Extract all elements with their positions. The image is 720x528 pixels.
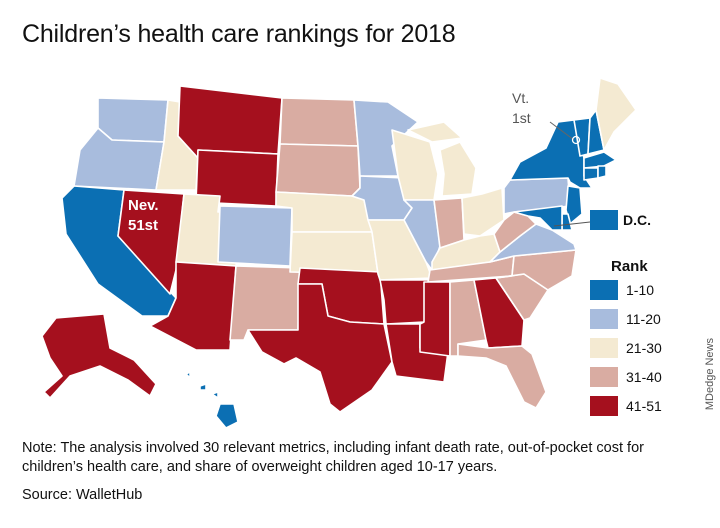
- nev-callout: Nev. 51st: [128, 197, 159, 234]
- legend-swatch: [590, 338, 618, 358]
- state-md: [513, 205, 563, 231]
- nev-callout-name: Nev.: [128, 197, 159, 214]
- legend-label: 21-30: [626, 340, 662, 356]
- state-ar: [379, 279, 431, 325]
- state-wv: [493, 211, 537, 253]
- note-text: The analysis involved 30 relevant metric…: [22, 440, 644, 475]
- state-ma: [583, 151, 617, 169]
- vt-callout: Vt. 1st: [512, 90, 581, 145]
- dc-marker: D.C.: [553, 210, 651, 230]
- note-label: Note:: [22, 440, 57, 456]
- legend-swatch: [590, 309, 618, 329]
- source-line: Source: WalletHub: [22, 487, 142, 503]
- state-me: [595, 77, 637, 151]
- legend-swatch: [590, 280, 618, 300]
- state-mt: [177, 85, 283, 159]
- state-ms: [419, 281, 451, 357]
- state-tx: [247, 283, 393, 413]
- dc-label: D.C.: [623, 212, 651, 228]
- legend-label: 11-20: [626, 311, 661, 327]
- state-nm: [229, 265, 301, 341]
- state-nd: [279, 97, 359, 147]
- state-ak: [41, 313, 157, 399]
- legend-label: 41-51: [626, 398, 662, 414]
- state-nj: [565, 185, 583, 225]
- state-ri: [597, 165, 607, 179]
- nev-callout-rank: 51st: [128, 217, 158, 234]
- state-hi: [185, 371, 239, 429]
- legend-swatch: [590, 367, 618, 387]
- state-mi: [407, 121, 477, 197]
- state-nc: [495, 249, 577, 291]
- state-fl: [457, 343, 547, 409]
- credit-label: MDedge News: [704, 338, 716, 411]
- footnote: Note: The analysis involved 30 relevant …: [22, 439, 702, 477]
- chart-title: Children’s health care rankings for 2018: [22, 20, 456, 48]
- state-mn: [353, 99, 419, 177]
- vt-callout-rank: 1st: [512, 110, 531, 126]
- state-wa: [97, 97, 169, 143]
- vt-callout-name: Vt.: [512, 90, 529, 106]
- legend-label: 1-10: [626, 282, 654, 298]
- state-ct: [583, 167, 599, 181]
- legend: Rank 1-10 11-20 21-30 31-40 41-51: [590, 258, 662, 416]
- legend-label: 31-40: [626, 369, 662, 385]
- state-in: [433, 197, 465, 249]
- legend-title: Rank: [611, 258, 648, 275]
- state-nv: [117, 189, 185, 295]
- source-text: WalletHub: [71, 487, 143, 503]
- state-shapes: [41, 77, 637, 429]
- state-co: [217, 205, 293, 267]
- dc-swatch: [590, 210, 618, 230]
- us-map: Vt. 1st Nev. 51st D.C. Rank 1-10 11-20 21-…: [41, 77, 662, 429]
- state-sd: [275, 143, 361, 197]
- source-label: Source:: [22, 487, 72, 503]
- legend-swatch: [590, 396, 618, 416]
